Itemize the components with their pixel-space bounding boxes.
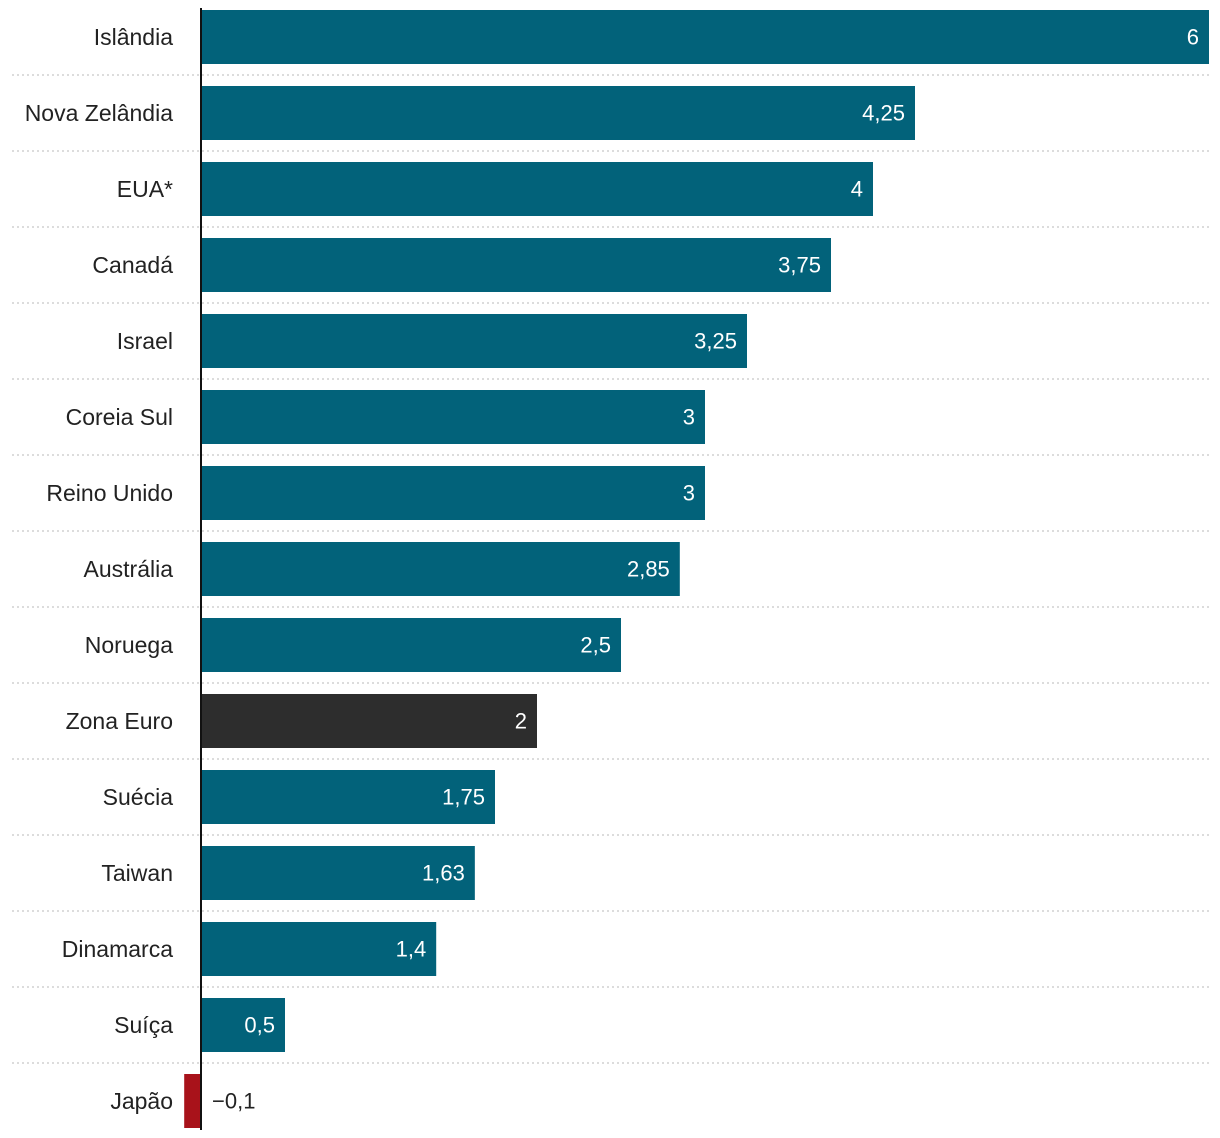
bar — [201, 922, 437, 976]
category-label: Islândia — [94, 24, 173, 50]
bar — [201, 770, 495, 824]
bar — [201, 998, 285, 1052]
data-label: 0,5 — [244, 1013, 275, 1038]
category-label: Coreia Sul — [66, 404, 173, 430]
category-label: Zona Euro — [66, 708, 173, 734]
data-label: 3 — [683, 481, 695, 506]
category-label: Japão — [110, 1088, 173, 1114]
category-label: Israel — [117, 328, 173, 354]
data-label: 4 — [851, 177, 863, 202]
data-label: 4,25 — [862, 101, 905, 126]
data-label: 3,75 — [778, 253, 821, 278]
category-label: Suíça — [114, 1012, 173, 1038]
data-label: −0,1 — [212, 1089, 255, 1114]
bar — [201, 542, 680, 596]
data-label: 6 — [1187, 25, 1199, 50]
bar — [201, 238, 831, 292]
category-label: Taiwan — [101, 860, 173, 886]
data-label: 2 — [515, 709, 527, 734]
category-label: Austrália — [84, 556, 174, 582]
category-label: EUA* — [117, 176, 173, 202]
category-label: Noruega — [85, 632, 173, 658]
bar — [184, 1074, 201, 1128]
data-label: 1,63 — [422, 861, 465, 886]
bar — [201, 314, 747, 368]
category-label: Nova Zelândia — [25, 100, 174, 126]
data-label: 2,5 — [580, 633, 611, 658]
bar — [201, 466, 705, 520]
category-label: Suécia — [103, 784, 174, 810]
data-label: 3 — [683, 405, 695, 430]
category-label: Reino Unido — [46, 480, 173, 506]
data-label: 2,85 — [627, 557, 670, 582]
data-label: 1,75 — [442, 785, 485, 810]
bar — [201, 86, 915, 140]
bar — [201, 390, 705, 444]
bar — [201, 618, 621, 672]
data-label: 1,4 — [396, 937, 427, 962]
data-label: 3,25 — [694, 329, 737, 354]
category-label: Dinamarca — [62, 936, 173, 962]
bar — [201, 846, 475, 900]
bar — [201, 10, 1209, 64]
bar — [201, 694, 537, 748]
category-label: Canadá — [92, 252, 173, 278]
bar — [201, 162, 873, 216]
